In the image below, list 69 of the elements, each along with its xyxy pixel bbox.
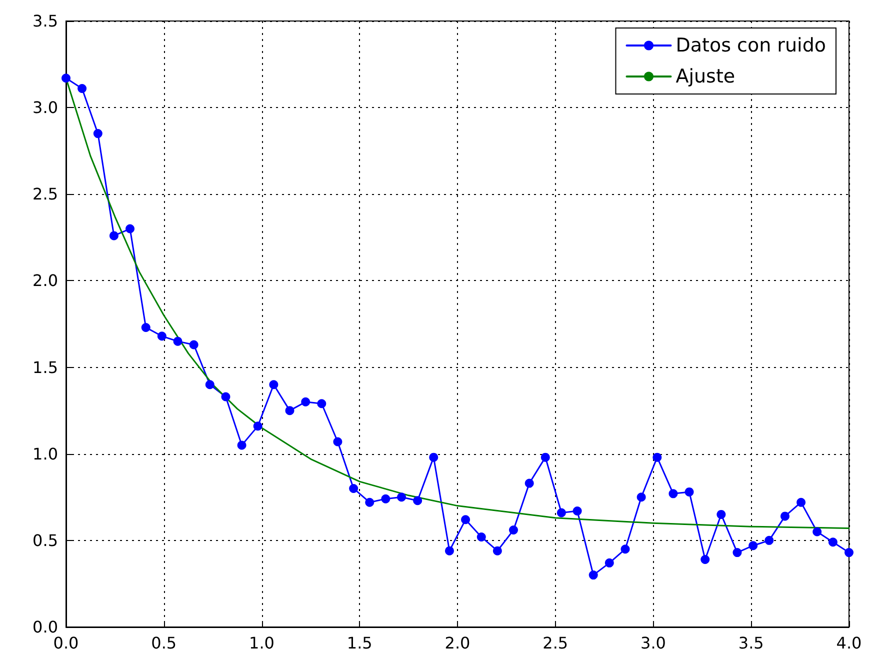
point bbox=[604, 558, 614, 568]
point bbox=[748, 541, 758, 550]
point bbox=[796, 498, 806, 507]
x-tick-label: 1.5 bbox=[346, 634, 372, 652]
point bbox=[317, 399, 326, 408]
point bbox=[157, 332, 166, 341]
point bbox=[461, 515, 470, 524]
point bbox=[764, 536, 774, 545]
point bbox=[93, 129, 102, 138]
y-tick-label: 3.5 bbox=[32, 12, 58, 30]
point bbox=[476, 532, 486, 542]
point bbox=[620, 544, 630, 554]
point bbox=[205, 380, 214, 390]
y-tick-label: 0.5 bbox=[32, 530, 58, 550]
point bbox=[444, 546, 454, 556]
legend-label: Datos con ruido bbox=[676, 34, 826, 56]
point bbox=[333, 437, 342, 446]
point bbox=[349, 484, 358, 493]
point bbox=[684, 487, 694, 496]
x-tick-label: 1.0 bbox=[249, 634, 274, 652]
point bbox=[844, 548, 854, 558]
point bbox=[588, 570, 598, 580]
y-tick-label: 0.0 bbox=[32, 618, 58, 636]
point bbox=[173, 336, 182, 346]
point bbox=[237, 440, 246, 450]
point bbox=[365, 498, 374, 507]
x-tick-label: 0.5 bbox=[151, 634, 177, 652]
point bbox=[221, 392, 230, 402]
point bbox=[269, 380, 278, 390]
point bbox=[540, 452, 550, 462]
point bbox=[301, 397, 310, 406]
x-tick-label: 2.5 bbox=[542, 634, 568, 652]
point bbox=[62, 74, 70, 83]
point bbox=[429, 452, 438, 462]
point bbox=[189, 340, 198, 350]
point bbox=[413, 496, 422, 506]
point bbox=[556, 508, 566, 518]
point bbox=[812, 527, 822, 536]
y-tick-label: 2.5 bbox=[32, 184, 58, 204]
y-tick-label: 1.0 bbox=[32, 444, 58, 464]
y-tick-label: 3.0 bbox=[32, 98, 58, 118]
point bbox=[126, 224, 135, 234]
point bbox=[381, 494, 390, 504]
point bbox=[652, 452, 662, 462]
point bbox=[492, 546, 502, 556]
point bbox=[109, 231, 118, 240]
point bbox=[572, 506, 582, 516]
point bbox=[716, 510, 726, 519]
point bbox=[285, 406, 294, 416]
point bbox=[732, 548, 742, 558]
point bbox=[636, 492, 646, 502]
point bbox=[141, 322, 150, 332]
x-tick-label: 3.0 bbox=[640, 634, 666, 652]
point bbox=[668, 489, 678, 498]
point bbox=[700, 554, 710, 564]
y-tick-label: 1.5 bbox=[32, 358, 58, 377]
point bbox=[780, 512, 790, 521]
point bbox=[253, 422, 262, 431]
point bbox=[508, 526, 518, 535]
x-tick-label: 2.0 bbox=[444, 634, 470, 652]
point bbox=[78, 84, 87, 94]
point bbox=[524, 478, 534, 488]
x-tick-label: 4.0 bbox=[836, 634, 862, 652]
x-tick-label: 0.0 bbox=[53, 634, 79, 652]
y-tick-label: 2.0 bbox=[32, 271, 58, 290]
point bbox=[397, 492, 406, 502]
legend-label: Ajuste bbox=[676, 66, 736, 88]
point bbox=[828, 538, 838, 547]
x-tick-label: 3.5 bbox=[738, 634, 764, 652]
